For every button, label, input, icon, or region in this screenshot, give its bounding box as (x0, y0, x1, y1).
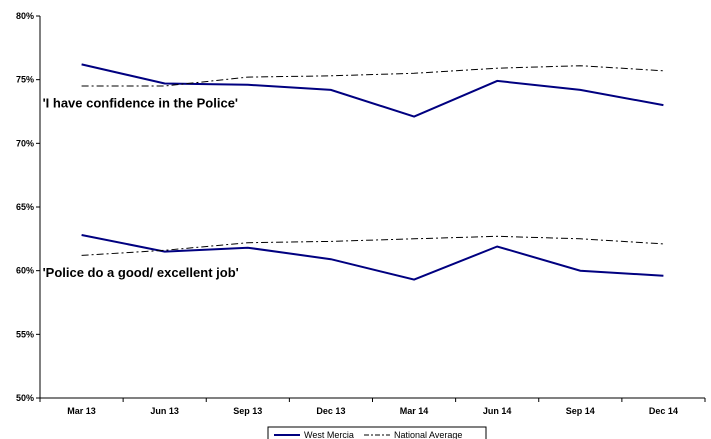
y-tick-label: 75% (16, 75, 34, 85)
y-tick-label: 55% (16, 329, 34, 339)
x-tick-label: Mar 13 (67, 406, 96, 416)
data-point (413, 279, 415, 281)
annotation-label: 'Police do a good/ excellent job' (43, 265, 239, 280)
data-point (247, 242, 249, 244)
y-tick-label: 70% (16, 138, 34, 148)
y-tick-label: 50% (16, 393, 34, 403)
data-point (330, 258, 332, 260)
y-tick-label: 65% (16, 202, 34, 212)
data-point (330, 89, 332, 91)
data-point (496, 80, 498, 82)
data-point (663, 243, 665, 245)
data-point (81, 85, 83, 87)
data-point (580, 270, 582, 272)
annotations: 'I have confidence in the Police' 'Police… (43, 96, 239, 280)
data-point (247, 76, 249, 78)
series-line-confidence-west-mercia (81, 63, 664, 118)
x-tick-label: Sep 13 (233, 406, 262, 416)
y-tick-label: 80% (16, 11, 34, 21)
data-point (580, 65, 582, 67)
data-point (496, 67, 498, 69)
x-tick-label: Dec 13 (316, 406, 345, 416)
y-axis-ticks: 50% 55% 60% 65% 70% 75% 80% (16, 11, 40, 403)
data-point (496, 246, 498, 248)
legend: West Mercia National Average (267, 426, 487, 439)
x-tick-label: Jun 14 (483, 406, 512, 416)
data-point (580, 238, 582, 240)
x-axis-ticks: Mar 13 Jun 13 Sep 13 Dec 13 Mar 14 Jun 14 Sep … (39, 398, 706, 416)
data-point (330, 241, 332, 243)
data-point (81, 255, 83, 257)
data-point (164, 83, 166, 85)
data-point (81, 64, 83, 66)
x-tick-label: Sep 14 (566, 406, 595, 416)
data-point (496, 235, 498, 237)
series-line-job-west-mercia (81, 234, 664, 281)
data-point (81, 234, 83, 236)
data-point (247, 84, 249, 86)
data-point (413, 73, 415, 75)
data-point (663, 70, 665, 72)
data-point (413, 116, 415, 118)
data-point (413, 238, 415, 240)
data-point (663, 275, 665, 277)
x-tick-label: Dec 14 (649, 406, 678, 416)
legend-label: National Average (394, 430, 462, 439)
data-point (580, 89, 582, 91)
series-lines (81, 63, 665, 281)
annotation-label: 'I have confidence in the Police' (43, 96, 238, 111)
x-tick-label: Jun 13 (150, 406, 179, 416)
data-point (247, 247, 249, 249)
y-tick-label: 60% (16, 266, 34, 276)
series-line-job-national-average (81, 235, 664, 256)
legend-label: West Mercia (304, 430, 354, 439)
axes (39, 16, 705, 399)
data-point (330, 75, 332, 77)
data-point (164, 85, 166, 87)
series-line-confidence-national-average (81, 65, 664, 87)
data-point (164, 249, 166, 251)
x-tick-label: Mar 14 (400, 406, 429, 416)
legend-box (267, 426, 487, 439)
data-point (663, 104, 665, 106)
